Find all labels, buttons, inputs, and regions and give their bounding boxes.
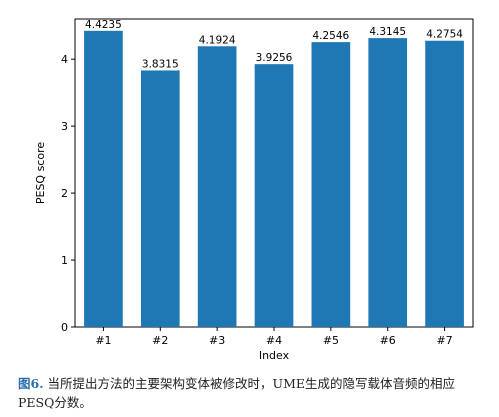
y-tick-label: 2 (61, 187, 68, 200)
y-axis-label: PESQ score (34, 142, 47, 205)
x-axis-label: Index (259, 349, 290, 362)
bar-value-label: 3.9256 (256, 52, 293, 64)
bar-value-label: 4.2546 (312, 30, 349, 42)
bar (197, 46, 237, 328)
y-tick-label: 1 (61, 254, 68, 267)
plot-area: 0 1 2 3 4 4.4235 #1 3.8315 #2 4.1924 #3 3.9256 #4 4.2… (34, 18, 474, 362)
bar (311, 42, 351, 328)
bar (368, 38, 408, 327)
figure-caption: 图6. 当所提出方法的主要架构变体被修改时，UME生成的隐写载体音频的相应PES… (18, 374, 488, 412)
bar (84, 30, 123, 328)
figure-label: 图6. (18, 376, 44, 391)
x-tick-label: #7 (436, 334, 452, 347)
x-tick-label: #3 (209, 334, 225, 347)
y-tick-label: 3 (61, 120, 68, 133)
x-tick-label: #1 (95, 334, 111, 347)
bar-value-label: 4.2754 (426, 29, 463, 41)
bar-value-label: 4.1924 (199, 34, 236, 46)
bar-value-label: 4.4235 (85, 19, 122, 31)
bar (254, 64, 294, 327)
bar-value-label: 4.3145 (369, 26, 406, 38)
x-tick-label: #6 (380, 334, 396, 347)
y-tick-label: 0 (61, 321, 68, 334)
x-tick-label: #5 (323, 334, 339, 347)
bar (140, 70, 180, 327)
x-tick-label: #2 (152, 334, 168, 347)
bar-value-label: 3.8315 (142, 58, 179, 70)
pesq-bar-chart: 0 1 2 3 4 4.4235 #1 3.8315 #2 4.1924 #3 3.9256 #4 4.2… (34, 18, 474, 362)
bar (425, 40, 464, 328)
x-tick-label: #4 (266, 334, 282, 347)
caption-text: 当所提出方法的主要架构变体被修改时，UME生成的隐写载体音频的相应PESQ分数。 (18, 376, 455, 410)
y-tick-label: 4 (61, 53, 68, 66)
